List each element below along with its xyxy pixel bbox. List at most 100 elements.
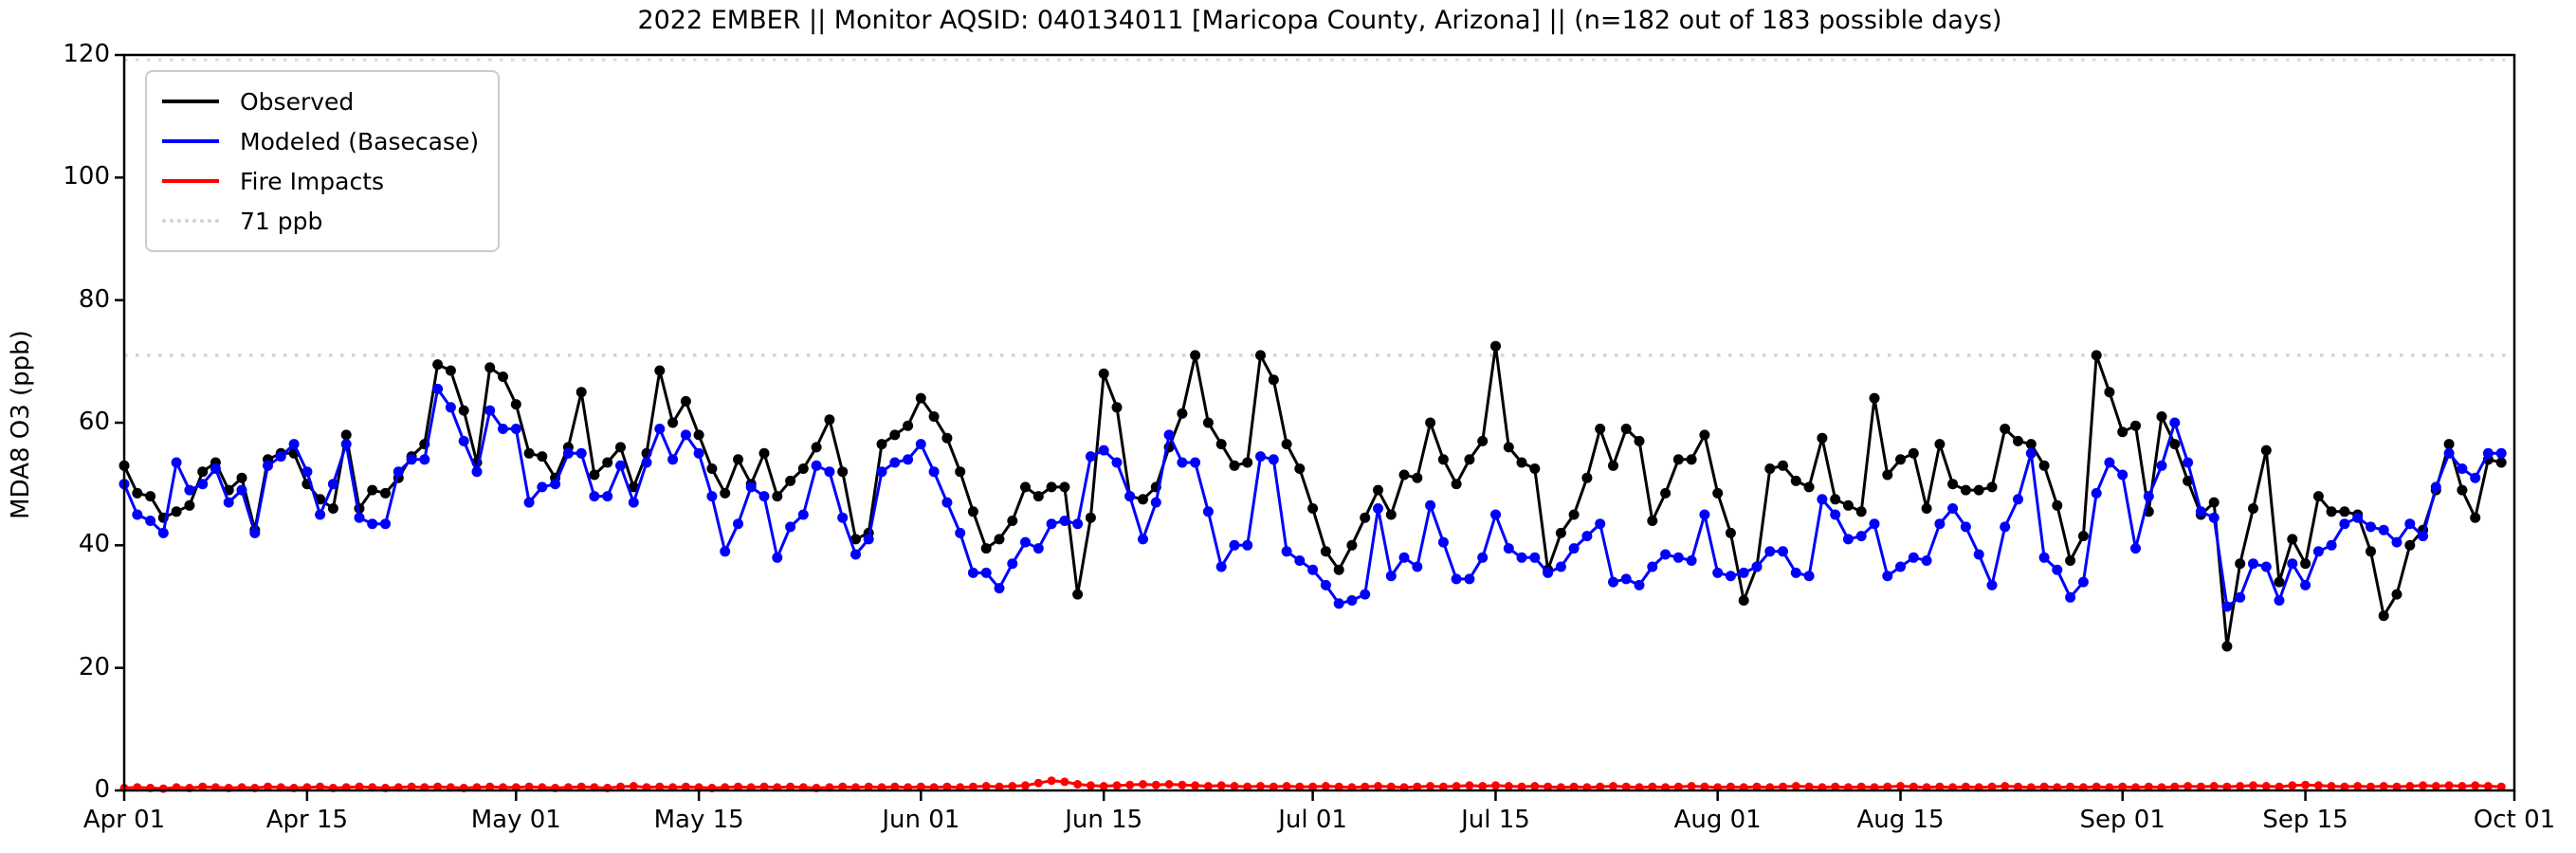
modeled-basecase-point xyxy=(1437,536,1449,548)
modeled-basecase-point xyxy=(2104,457,2115,468)
fire-impacts-point xyxy=(2301,780,2311,789)
modeled-basecase-point xyxy=(1895,561,1906,572)
threshold-line-sample xyxy=(162,219,219,223)
modeled-basecase-point xyxy=(2183,457,2194,468)
modeled-basecase-point xyxy=(1229,539,1240,551)
modeled-basecase-point xyxy=(1503,543,1514,554)
modeled-basecase-point xyxy=(1163,429,1175,441)
observed-point xyxy=(1229,460,1240,471)
observed-point xyxy=(2065,555,2076,566)
modeled-basecase-point xyxy=(1647,561,1658,572)
x-tick-label: Apr 15 xyxy=(265,806,349,834)
observed-point xyxy=(2470,512,2481,523)
observed-point xyxy=(1986,481,1998,493)
x-tick-label: Aug 01 xyxy=(1673,806,1762,834)
fire-impacts-point xyxy=(2419,781,2428,790)
fire-impacts-point xyxy=(1935,782,1945,791)
fire-impacts-point xyxy=(2092,782,2101,791)
modeled-basecase-point xyxy=(641,457,652,468)
observed-point xyxy=(1686,454,1697,465)
modeled-basecase-point xyxy=(1346,595,1358,606)
observed-point xyxy=(1007,516,1018,526)
modeled-basecase-point xyxy=(2156,460,2167,471)
observed-point xyxy=(1895,454,1906,465)
fire-impacts-point xyxy=(1203,782,1213,790)
observed-point xyxy=(1320,546,1331,557)
modeled-basecase-point xyxy=(2025,447,2037,459)
fire-impacts-point xyxy=(2236,782,2245,790)
modeled-basecase-point xyxy=(1516,552,1527,563)
modeled-basecase-point xyxy=(2312,546,2324,557)
observed-point xyxy=(171,506,182,517)
observed-point xyxy=(1908,447,1919,459)
modeled-basecase-point xyxy=(1712,567,1724,578)
modeled-basecase-point xyxy=(1307,564,1319,575)
modeled-basecase-point xyxy=(2378,524,2389,535)
modeled-basecase-point xyxy=(733,518,743,530)
modeled-basecase-point xyxy=(1190,457,1201,468)
modeled-basecase-point xyxy=(785,521,796,533)
modeled-basecase-point xyxy=(1543,567,1554,578)
fire-impacts-point xyxy=(1621,782,1631,791)
modeled-basecase-point xyxy=(602,491,613,502)
fire-impacts-point xyxy=(2366,782,2375,791)
modeled-basecase-point xyxy=(2169,417,2181,428)
observed-point xyxy=(654,365,666,376)
fire-impacts-point xyxy=(2039,782,2049,791)
fire-impacts-point xyxy=(1269,782,1278,791)
modeled-basecase-point xyxy=(1778,546,1788,557)
legend-label: 71 ppb xyxy=(240,207,323,235)
fire-impacts-point xyxy=(2444,781,2454,790)
observed-point xyxy=(1451,479,1462,490)
modeled-basecase-point xyxy=(1947,503,1959,514)
modeled-basecase-point xyxy=(1634,579,1645,590)
observed-line-sample xyxy=(162,100,219,103)
observed-point xyxy=(1032,491,1044,502)
modeled-basecase-point xyxy=(380,518,391,530)
fire-impacts-point xyxy=(1609,782,1617,790)
fire-impacts-point xyxy=(1374,782,1382,790)
observed-point xyxy=(967,506,978,517)
modeled-basecase-point xyxy=(1111,457,1123,468)
fire-impacts-point xyxy=(916,782,925,791)
observed-point xyxy=(1177,408,1188,419)
observed-point xyxy=(1020,481,1031,493)
fire-impacts-point xyxy=(2340,782,2349,791)
observed-point xyxy=(706,463,718,474)
fire-impacts-point xyxy=(1386,782,1396,791)
observed-point xyxy=(1803,481,1815,493)
fire-impacts-point xyxy=(968,782,977,791)
fire-impacts-point xyxy=(1112,781,1122,790)
fire-impacts-point xyxy=(1504,782,1513,790)
observed-point xyxy=(1778,460,1788,471)
observed-point xyxy=(876,439,887,450)
observed-point xyxy=(432,359,444,371)
observed-point xyxy=(837,466,849,478)
modeled-basecase-point xyxy=(1908,552,1919,563)
modeled-basecase-point xyxy=(1869,518,1880,530)
observed-point xyxy=(955,466,966,478)
fire-impacts-point xyxy=(1361,782,1370,791)
modeled-basecase-point xyxy=(301,466,313,478)
observed-point xyxy=(1242,457,1253,468)
modeled-basecase-point xyxy=(2404,518,2416,530)
fire-impacts-point xyxy=(655,782,665,791)
modeled-basecase-point xyxy=(1333,598,1344,609)
observed-point xyxy=(1960,484,1971,496)
fire-impacts-point xyxy=(407,782,416,791)
observed-point xyxy=(510,399,521,410)
observed-point xyxy=(1581,472,1593,483)
modeled-basecase-point xyxy=(628,497,639,508)
modeled-basecase-point xyxy=(811,460,822,471)
observed-point xyxy=(889,429,901,441)
modeled-basecase-point xyxy=(2418,531,2429,542)
observed-point xyxy=(2378,610,2389,622)
modeled-basecase-point xyxy=(1830,509,1841,520)
observed-point xyxy=(1490,340,1501,352)
modeled-basecase-point xyxy=(367,518,378,530)
modeled-basecase-point xyxy=(876,466,887,478)
observed-point xyxy=(2104,387,2115,398)
modeled-line-sample xyxy=(162,139,219,143)
fire-impacts-point xyxy=(1178,780,1187,789)
modeled-basecase-point xyxy=(680,429,691,441)
